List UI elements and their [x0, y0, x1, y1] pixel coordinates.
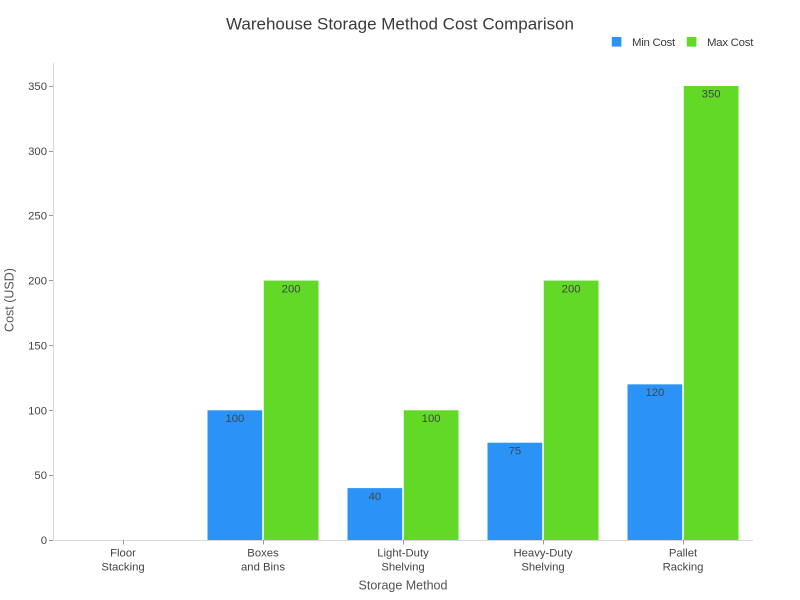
svg-text:Storage Method: Storage Method: [359, 579, 448, 593]
svg-text:Max Cost: Max Cost: [707, 37, 754, 49]
svg-text:100: 100: [225, 413, 244, 425]
svg-text:0: 0: [41, 535, 47, 547]
svg-text:and Bins: and Bins: [241, 562, 285, 574]
svg-text:120: 120: [645, 387, 664, 399]
svg-text:200: 200: [562, 283, 581, 295]
svg-text:Floor: Floor: [110, 548, 136, 560]
svg-text:Pallet: Pallet: [669, 548, 698, 560]
svg-text:250: 250: [28, 211, 47, 223]
svg-text:200: 200: [28, 276, 47, 288]
svg-text:Stacking: Stacking: [101, 562, 144, 574]
svg-text:Light-Duty: Light-Duty: [377, 548, 429, 560]
svg-text:300: 300: [28, 146, 47, 158]
svg-text:Boxes: Boxes: [247, 548, 279, 560]
svg-text:Warehouse Storage Method Cost: Warehouse Storage Method Cost Comparison: [226, 15, 574, 34]
svg-text:Shelving: Shelving: [521, 562, 564, 574]
svg-text:150: 150: [28, 340, 47, 352]
svg-text:200: 200: [282, 283, 301, 295]
svg-text:Racking: Racking: [663, 562, 704, 574]
svg-text:350: 350: [702, 89, 721, 101]
svg-text:Min Cost: Min Cost: [632, 37, 676, 49]
svg-text:Shelving: Shelving: [381, 562, 424, 574]
svg-text:Heavy-Duty: Heavy-Duty: [513, 548, 572, 560]
svg-text:100: 100: [422, 413, 441, 425]
svg-text:350: 350: [28, 81, 47, 93]
svg-text:100: 100: [28, 405, 47, 417]
svg-text:50: 50: [34, 470, 47, 482]
svg-text:75: 75: [509, 445, 522, 457]
svg-text:Cost (USD): Cost (USD): [3, 268, 17, 332]
svg-text:40: 40: [369, 491, 382, 503]
